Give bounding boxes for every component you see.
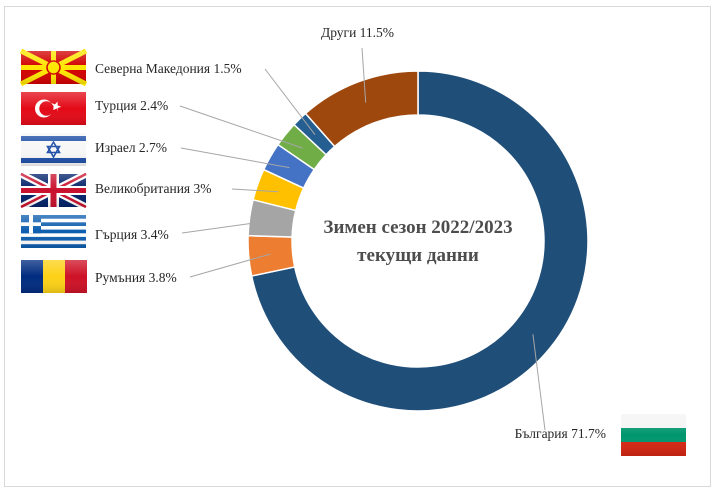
israel-flag [21, 133, 86, 166]
leader-line-5 [180, 147, 290, 169]
leader-line-6 [179, 105, 303, 149]
leader-line-4 [231, 188, 279, 193]
leader-line-7 [264, 68, 316, 136]
leader-line-2 [189, 253, 271, 278]
slice-label-6: Турция 2.4% [95, 98, 168, 113]
bulgaria-flag [621, 414, 686, 456]
slice-1 [250, 70, 589, 412]
slice-label-8: Други 11.5% [321, 25, 394, 40]
leader-line-3 [181, 220, 272, 234]
leader-lines [179, 47, 546, 431]
slice-label-3: Гърция 3.4% [95, 227, 169, 242]
slice-labels: България 71.7% Румъния 3.8% Гърция 3.4% Вел… [95, 25, 606, 441]
slice-8 [304, 70, 419, 148]
greece-flag [21, 215, 86, 248]
slice-label-4: Великобритания 3% [95, 181, 212, 196]
slice-label-5: Израел 2.7% [95, 140, 167, 155]
turkey-flag [21, 92, 86, 125]
romania-flag [21, 260, 87, 293]
slice-label-2: Румъния 3.8% [95, 270, 177, 285]
slice-label-1: България 71.7% [515, 426, 606, 441]
north-macedonia-flag [19, 48, 88, 87]
uk-flag [19, 170, 88, 211]
leader-line-1 [532, 334, 546, 431]
chart-subtitle: текущи данни [357, 245, 479, 266]
slice-label-7: Северна Македония 1.5% [95, 61, 242, 76]
chart-title: Зимен сезон 2022/2023 [323, 217, 512, 238]
leader-line-8 [361, 47, 367, 103]
donut-slices [247, 70, 589, 412]
